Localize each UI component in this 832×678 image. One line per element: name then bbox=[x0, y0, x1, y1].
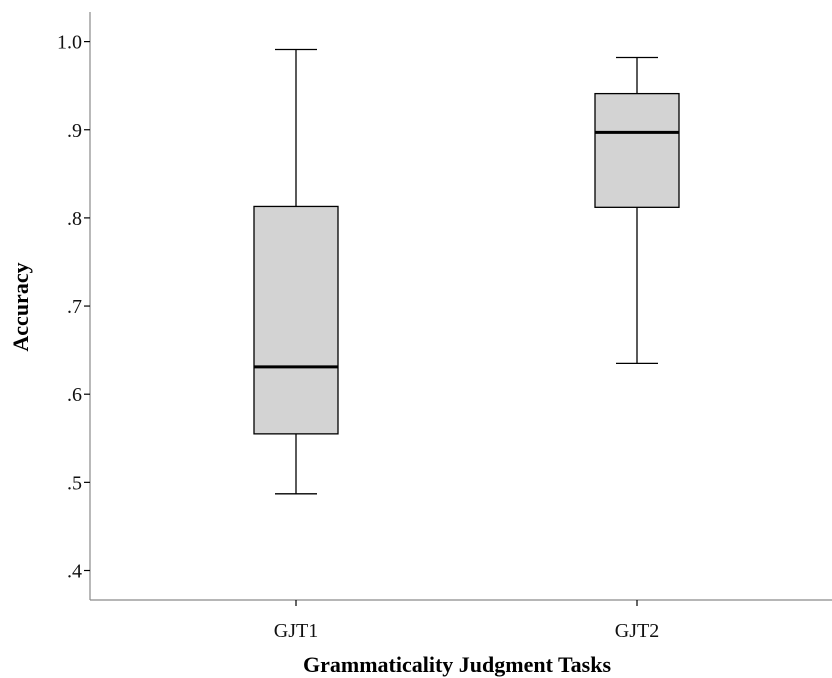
x-tick-label: GJT2 bbox=[615, 620, 659, 642]
plot-area: .4 .5 .6 .7 .8 .9 1.0 GJT1 GJT2 bbox=[57, 12, 832, 642]
iqr-box bbox=[594, 92, 680, 208]
y-tick-label: .7 bbox=[67, 296, 82, 318]
y-tick-label: .5 bbox=[67, 472, 82, 494]
y-axis-title: Accuracy bbox=[8, 262, 33, 351]
x-tick-label: GJT1 bbox=[274, 620, 318, 642]
y-tick-label: .9 bbox=[67, 120, 82, 142]
box-gjt1 bbox=[253, 48, 339, 495]
y-tick-label: .6 bbox=[67, 384, 82, 406]
box-gjt2 bbox=[594, 56, 680, 364]
iqr-box bbox=[253, 205, 339, 435]
y-tick-label: 1.0 bbox=[57, 32, 82, 54]
y-tick-label: .8 bbox=[67, 208, 82, 230]
x-axis-title: Grammaticality Judgment Tasks bbox=[303, 652, 611, 677]
y-axis-ticks: .4 .5 .6 .7 .8 .9 1.0 bbox=[57, 32, 90, 583]
y-tick-label: .4 bbox=[67, 561, 82, 583]
x-axis-ticks: GJT1 GJT2 bbox=[274, 600, 659, 642]
box-series bbox=[253, 48, 680, 495]
